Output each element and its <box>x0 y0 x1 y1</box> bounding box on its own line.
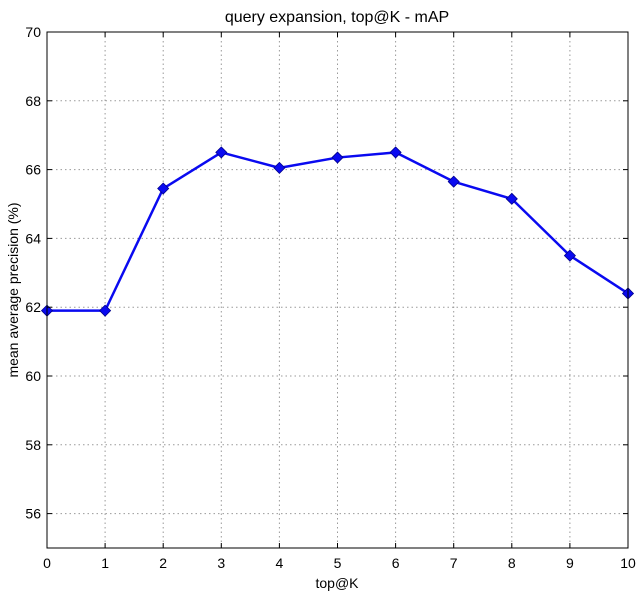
data-point-marker <box>273 161 286 174</box>
x-tick-label: 10 <box>620 555 636 571</box>
x-tick-label: 6 <box>392 555 400 571</box>
chart-title: query expansion, top@K - mAP <box>225 9 449 26</box>
x-tick-labels: 0 1 2 3 4 5 6 7 8 9 10 <box>43 555 636 571</box>
x-tick-label: 9 <box>566 555 574 571</box>
x-tick-label: 4 <box>276 555 284 571</box>
y-tick-label: 66 <box>25 162 41 178</box>
x-tick-label: 5 <box>334 555 342 571</box>
y-tick-label: 56 <box>25 506 41 522</box>
data-point-marker <box>215 146 228 159</box>
x-tick-label: 8 <box>508 555 516 571</box>
x-tick-label: 7 <box>450 555 458 571</box>
y-tick-label: 58 <box>25 437 41 453</box>
data-point-marker <box>99 304 112 317</box>
y-tick-label: 60 <box>25 368 41 384</box>
data-point-marker <box>447 175 460 188</box>
x-tick-label: 2 <box>159 555 167 571</box>
y-tick-labels: 56 58 60 62 64 66 68 70 <box>25 24 41 522</box>
x-tick-label: 0 <box>43 555 51 571</box>
series-layer <box>40 146 635 317</box>
x-axis-label: top@K <box>315 575 359 591</box>
y-tick-label: 70 <box>25 24 41 40</box>
data-point-marker <box>563 249 576 262</box>
y-tick-label: 68 <box>25 93 41 109</box>
x-tick-label: 1 <box>101 555 109 571</box>
tick-marks <box>46 31 629 548</box>
data-point-marker <box>331 151 344 164</box>
y-tick-label: 64 <box>25 230 41 246</box>
x-tick-label: 3 <box>217 555 225 571</box>
data-point-marker <box>389 146 402 159</box>
grid-lines <box>47 32 628 548</box>
y-tick-label: 62 <box>25 299 41 315</box>
data-point-marker <box>157 182 170 195</box>
y-axis-label: mean average precision (%) <box>5 202 21 377</box>
data-point-marker <box>505 192 518 205</box>
